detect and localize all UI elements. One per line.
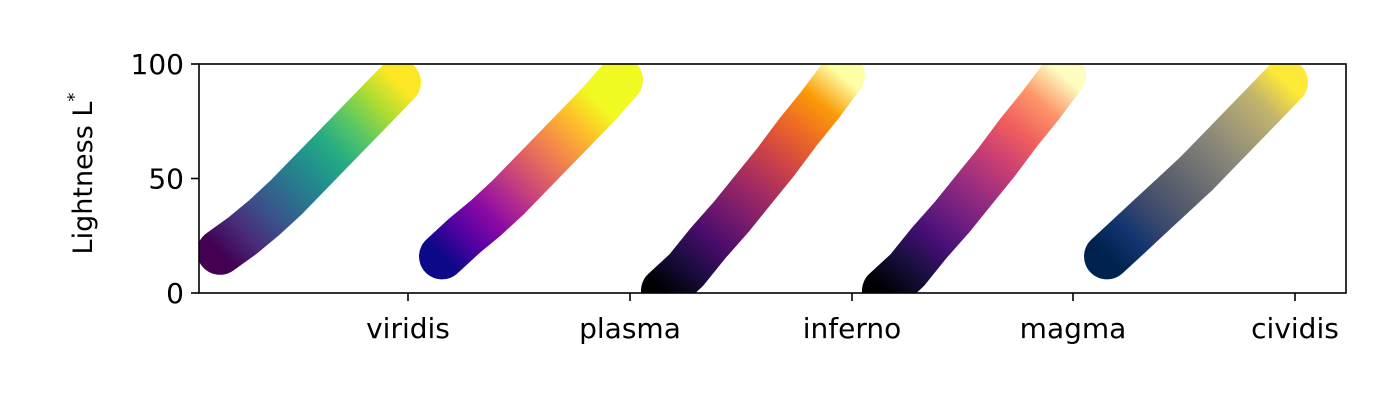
series-cividis-trace	[1084, 64, 1308, 280]
y-axis-label: Lightness L*	[64, 93, 99, 255]
x-tick-label-cividis: cividis	[1251, 312, 1339, 345]
x-tick-label-inferno: inferno	[803, 312, 902, 345]
y-tick-label: 100	[131, 48, 184, 81]
series-inferno-trace	[641, 64, 865, 293]
series-plasma-trace	[419, 64, 643, 280]
axes-layer: 0 50 100 viridis plasma inferno magma cividis	[131, 48, 1339, 345]
x-tick-label-plasma: plasma	[579, 312, 681, 345]
y-axis-label-superscript: *	[64, 93, 85, 102]
series-viridis-trace	[199, 64, 421, 275]
marks-layer	[199, 64, 1308, 293]
series-magma-trace	[862, 64, 1086, 293]
x-tick-label-viridis: viridis	[366, 312, 450, 345]
x-tick-label-magma: magma	[1020, 312, 1127, 345]
y-tick-label: 0	[166, 277, 184, 310]
y-tick-label: 50	[148, 163, 184, 196]
y-axis-label-text: Lightness L	[68, 102, 99, 255]
